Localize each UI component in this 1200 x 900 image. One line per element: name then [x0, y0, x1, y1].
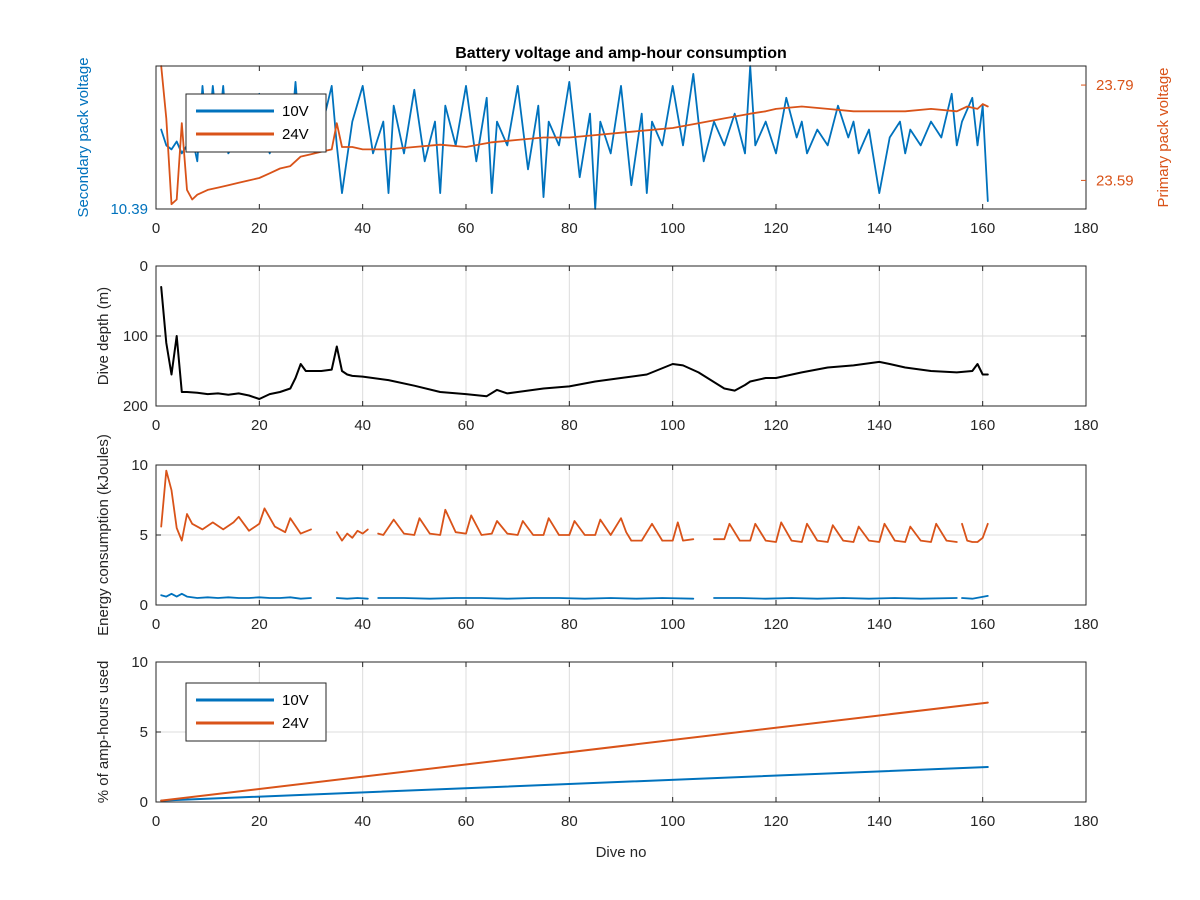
amphours-xtick-label: 40 — [354, 813, 371, 830]
energy-ytick-label: 0 — [140, 597, 148, 614]
depth-xtick-label: 160 — [970, 417, 995, 434]
voltage-y2tick-label: 23.59 — [1096, 172, 1134, 189]
energy-xtick-label: 60 — [458, 616, 475, 633]
amphours-legend-box — [185, 682, 327, 742]
amphours-traces — [160, 701, 989, 802]
amphours-xtick-label: 60 — [458, 813, 475, 830]
depth-chart: 0 20 40 60 80 100 120 140 160 180 0 100 200 Dive de… — [95, 258, 1099, 434]
voltage-legend-label-24v: 24V — [282, 126, 309, 143]
amphours-xtick-label: 120 — [763, 813, 788, 830]
energy-xtick-label: 0 — [152, 616, 160, 633]
energy-xtick-label: 180 — [1073, 616, 1098, 633]
depth-y-ticks: 0 100 200 — [123, 258, 1086, 415]
energy-series-0-line — [335, 528, 369, 542]
depth-xtick-label: 100 — [660, 417, 685, 434]
depth-xtick-label: 140 — [867, 417, 892, 434]
depth-xtick-label: 120 — [763, 417, 788, 434]
energy-series-1-line — [335, 597, 369, 600]
energy-y-ticks: 0 5 10 — [131, 457, 1086, 614]
amphours-x-ticks: 0 20 40 60 80 100 120 140 160 180 — [152, 662, 1099, 830]
amphours-legend: 10V 24V — [185, 682, 327, 742]
amphours-y-ticks: 0 5 10 — [131, 654, 1086, 811]
energy-ylabel: Energy consumption (kJoules) — [95, 434, 112, 636]
voltage-y2tick-label: 23.79 — [1096, 77, 1134, 94]
energy-xtick-label: 140 — [867, 616, 892, 633]
voltage-ytick-label: 10.39 — [110, 201, 148, 218]
depth-ytick-label: 100 — [123, 328, 148, 345]
depth-ylabel: Dive depth (m) — [95, 287, 112, 385]
depth-xtick-label: 0 — [152, 417, 160, 434]
voltage-xtick-label: 80 — [561, 220, 578, 237]
voltage-axes-box — [155, 65, 1087, 210]
depth-ytick-label: 0 — [140, 258, 148, 275]
amphours-xtick-label: 140 — [867, 813, 892, 830]
depth-series-0-line — [160, 286, 989, 400]
voltage-left-ticks: 10.39 — [110, 201, 161, 218]
voltage-series-24v-line — [160, 65, 989, 206]
energy-traces — [160, 469, 989, 600]
energy-xtick-label: 40 — [354, 616, 371, 633]
depth-x-ticks: 0 20 40 60 80 100 120 140 160 180 — [152, 266, 1099, 434]
energy-series-1-line — [377, 597, 695, 600]
energy-xtick-label: 160 — [970, 616, 995, 633]
energy-xtick-label: 80 — [561, 616, 578, 633]
energy-series-0-line — [160, 469, 312, 542]
voltage-xtick-label: 40 — [354, 220, 371, 237]
voltage-xtick-label: 180 — [1073, 220, 1098, 237]
x-axis-label: Dive no — [596, 844, 647, 861]
amphours-legend-label-24v: 24V — [282, 715, 309, 732]
depth-ytick-label: 200 — [123, 398, 148, 415]
energy-ytick-label: 5 — [140, 527, 148, 544]
amphours-ylabel: % of amp-hours used — [95, 661, 112, 804]
depth-xtick-label: 40 — [354, 417, 371, 434]
voltage-right-ylabel: Primary pack voltage — [1155, 67, 1172, 207]
energy-xtick-label: 120 — [763, 616, 788, 633]
energy-ytick-label: 10 — [131, 457, 148, 474]
amphours-series-24v-line — [160, 701, 989, 802]
amphours-legend-label-10v: 10V — [282, 692, 309, 709]
voltage-xtick-label: 0 — [152, 220, 160, 237]
amphours-xtick-label: 160 — [970, 813, 995, 830]
amphours-series-10v-line — [160, 766, 989, 802]
amphours-ytick-label: 10 — [131, 654, 148, 671]
voltage-x-ticks: 0 20 40 60 80 100 120 140 160 180 — [152, 66, 1099, 237]
energy-series-0-line — [377, 508, 695, 542]
energy-chart: 0 20 40 60 80 100 120 140 160 180 0 5 10 Energy con… — [95, 434, 1099, 636]
amphours-xtick-label: 180 — [1073, 813, 1098, 830]
amphours-xtick-label: 0 — [152, 813, 160, 830]
energy-xtick-label: 20 — [251, 616, 268, 633]
energy-series-1-line — [160, 592, 312, 600]
amphours-xtick-label: 80 — [561, 813, 578, 830]
voltage-xtick-label: 20 — [251, 220, 268, 237]
voltage-legend: 10V 24V — [185, 93, 327, 153]
voltage-xtick-label: 100 — [660, 220, 685, 237]
voltage-left-ylabel: Secondary pack voltage — [75, 57, 92, 217]
amphours-chart: 0 20 40 60 80 100 120 140 160 180 0 5 10 % of amp-h… — [95, 654, 1099, 861]
voltage-xtick-label: 60 — [458, 220, 475, 237]
depth-traces — [160, 286, 989, 400]
depth-xtick-label: 80 — [561, 417, 578, 434]
energy-series-1-line — [961, 595, 989, 600]
amphours-xtick-label: 100 — [660, 813, 685, 830]
depth-xtick-label: 60 — [458, 417, 475, 434]
voltage-legend-label-10v: 10V — [282, 103, 309, 120]
amphours-xtick-label: 20 — [251, 813, 268, 830]
energy-x-ticks: 0 20 40 60 80 100 120 140 160 180 — [152, 465, 1099, 633]
energy-series-0-line — [961, 522, 989, 543]
voltage-xtick-label: 140 — [867, 220, 892, 237]
depth-xtick-label: 180 — [1073, 417, 1098, 434]
voltage-xtick-label: 120 — [763, 220, 788, 237]
energy-series-0-line — [713, 521, 958, 543]
voltage-chart: 0 20 40 60 80 100 120 140 160 180 10.39 23.59 23.7… — [75, 45, 1172, 237]
voltage-xtick-label: 160 — [970, 220, 995, 237]
energy-xtick-label: 100 — [660, 616, 685, 633]
depth-xtick-label: 20 — [251, 417, 268, 434]
amphours-ytick-label: 0 — [140, 794, 148, 811]
voltage-legend-box — [185, 93, 327, 153]
chart-title: Battery voltage and amp-hour consumption — [455, 45, 787, 62]
voltage-right-ticks: 23.59 23.79 — [1081, 77, 1134, 189]
amphours-ytick-label: 5 — [140, 724, 148, 741]
energy-series-1-line — [713, 597, 958, 600]
